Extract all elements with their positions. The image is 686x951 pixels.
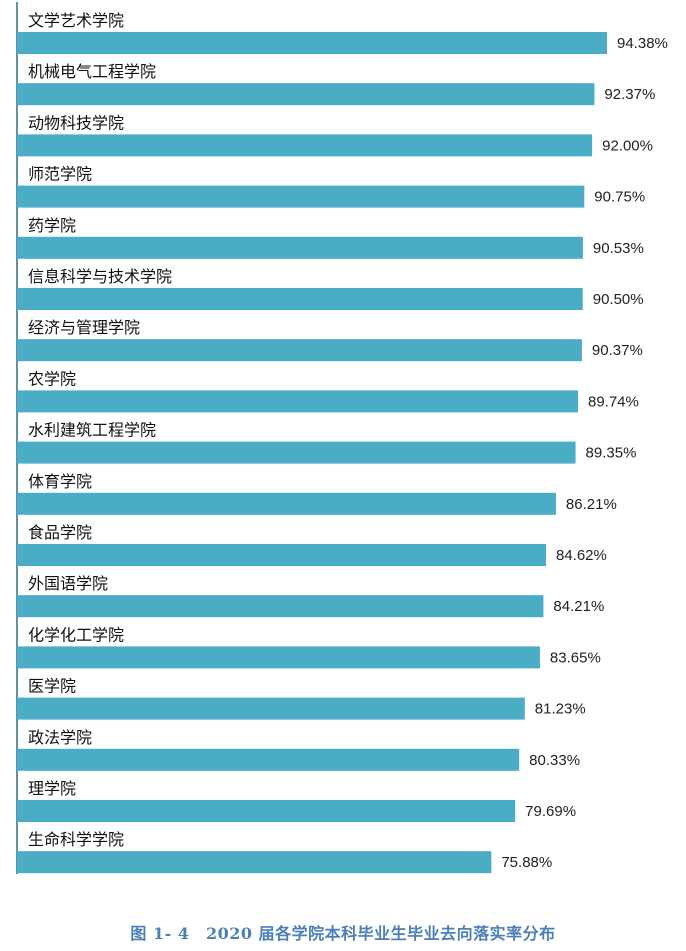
data-label: 81.23% <box>535 701 586 718</box>
category-label: 外国语学院 <box>28 574 108 593</box>
bar <box>17 236 583 259</box>
data-label: 86.21% <box>566 496 617 513</box>
bar <box>17 185 585 208</box>
bar <box>17 595 544 618</box>
category-label: 农学院 <box>28 369 76 388</box>
data-label: 89.74% <box>588 393 639 410</box>
chart-caption: 图 1- 4 2020 届各学院本科毕业生毕业去向落实率分布 <box>130 924 556 943</box>
data-label: 90.50% <box>593 291 644 308</box>
bar <box>17 134 593 157</box>
data-label: 90.37% <box>592 342 643 359</box>
data-label: 92.37% <box>604 86 655 103</box>
category-label: 水利建筑工程学院 <box>28 421 156 440</box>
category-label: 动物科技学院 <box>28 113 124 132</box>
bar <box>17 441 576 464</box>
data-label: 94.38% <box>617 35 668 52</box>
category-label: 师范学院 <box>28 165 92 184</box>
category-label: 文学艺术学院 <box>28 11 124 30</box>
data-label: 83.65% <box>550 649 601 666</box>
category-label: 信息科学与技术学院 <box>28 267 172 286</box>
data-label: 92.00% <box>602 137 653 154</box>
bar <box>17 748 520 771</box>
data-label: 90.75% <box>594 189 645 206</box>
category-label: 食品学院 <box>28 523 92 542</box>
category-label: 体育学院 <box>28 472 92 491</box>
data-label: 89.35% <box>586 445 637 462</box>
data-label: 75.88% <box>501 854 552 871</box>
bar-chart: 文学艺术学院 94.38% 机械电气工程学院 92.37% 动物科技学院 92.00% 师范… <box>16 2 668 874</box>
category-label: 药学院 <box>28 216 76 235</box>
category-label: 机械电气工程学院 <box>28 62 156 81</box>
bar <box>17 646 540 669</box>
data-label: 80.33% <box>529 752 580 769</box>
bar <box>17 800 516 822</box>
bar <box>17 32 607 54</box>
category-label: 化学化工学院 <box>28 625 124 644</box>
data-label: 84.21% <box>553 598 604 615</box>
category-label: 政法学院 <box>28 728 92 747</box>
bar <box>17 492 556 515</box>
data-label: 90.53% <box>593 240 644 257</box>
category-label: 生命科学学院 <box>28 830 124 849</box>
bar <box>17 697 525 720</box>
data-label: 79.69% <box>525 803 576 820</box>
bar <box>17 339 582 362</box>
bar <box>17 288 583 310</box>
bar <box>17 83 595 106</box>
category-label: 医学院 <box>28 677 76 696</box>
bar <box>17 544 546 566</box>
data-label: 84.62% <box>556 547 607 564</box>
bar <box>17 851 492 874</box>
bar <box>17 390 578 413</box>
category-label: 理学院 <box>28 779 76 798</box>
category-label: 经济与管理学院 <box>28 318 140 337</box>
